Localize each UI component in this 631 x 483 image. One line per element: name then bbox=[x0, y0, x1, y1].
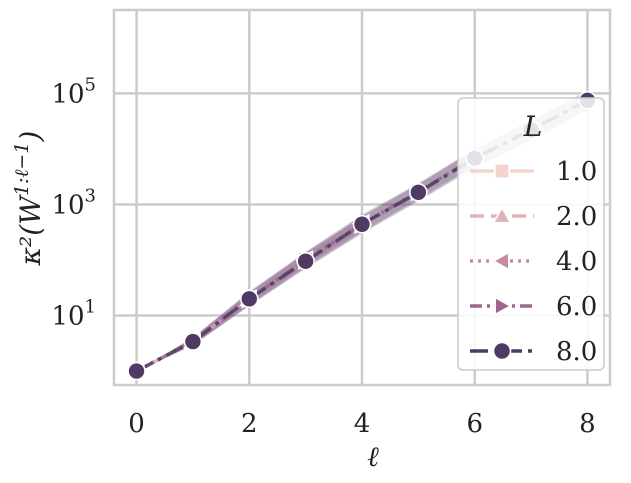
legend-label-2.0: 2.0 bbox=[556, 202, 597, 232]
legend-title: L bbox=[523, 110, 543, 143]
legend-marker-6.0 bbox=[494, 296, 513, 316]
legend: L 1.0 2.0 4.0 6.0 8.0 bbox=[457, 97, 605, 371]
series-point-8.0 bbox=[183, 332, 203, 351]
legend-label-6.0: 6.0 bbox=[556, 292, 597, 322]
legend-marker-4.0 bbox=[491, 251, 510, 271]
legend-marker-8.0 bbox=[492, 341, 512, 361]
x-tick-label: 2 bbox=[241, 409, 258, 439]
legend-label-1.0: 1.0 bbox=[556, 157, 597, 187]
x-tick-label: 8 bbox=[579, 409, 596, 439]
y-axis-label: κ²(W1:ℓ−1) bbox=[11, 131, 47, 267]
y-tick-label: 103 bbox=[51, 185, 96, 220]
x-tick-label: 6 bbox=[466, 409, 483, 439]
series-point-8.0 bbox=[409, 183, 428, 202]
series-point-8.0 bbox=[352, 214, 372, 234]
x-axis-label: ℓ bbox=[367, 440, 379, 473]
legend-label-4.0: 4.0 bbox=[556, 247, 597, 277]
legend-marker-1.0 bbox=[493, 162, 511, 180]
y-tick-labels: 101 103 105 bbox=[51, 74, 96, 331]
x-tick-label: 0 bbox=[128, 409, 145, 439]
series-point-8.0 bbox=[239, 289, 259, 309]
series-point-8.0 bbox=[296, 251, 315, 271]
y-tick-label: 105 bbox=[51, 74, 96, 109]
series-point-8.0 bbox=[127, 361, 146, 381]
legend-marker-2.0 bbox=[492, 205, 512, 224]
y-axis-label-text: κ²(W1:ℓ−1) bbox=[11, 131, 47, 267]
y-tick-label: 101 bbox=[51, 297, 96, 332]
x-tick-label: 4 bbox=[354, 409, 371, 439]
plot-frame bbox=[112, 8, 612, 387]
x-tick-labels: 0 2 4 6 8 bbox=[128, 409, 595, 439]
legend-label-8.0: 8.0 bbox=[556, 337, 597, 367]
y-axis-label-formula: κ²(W1:ℓ−1) bbox=[11, 131, 47, 267]
